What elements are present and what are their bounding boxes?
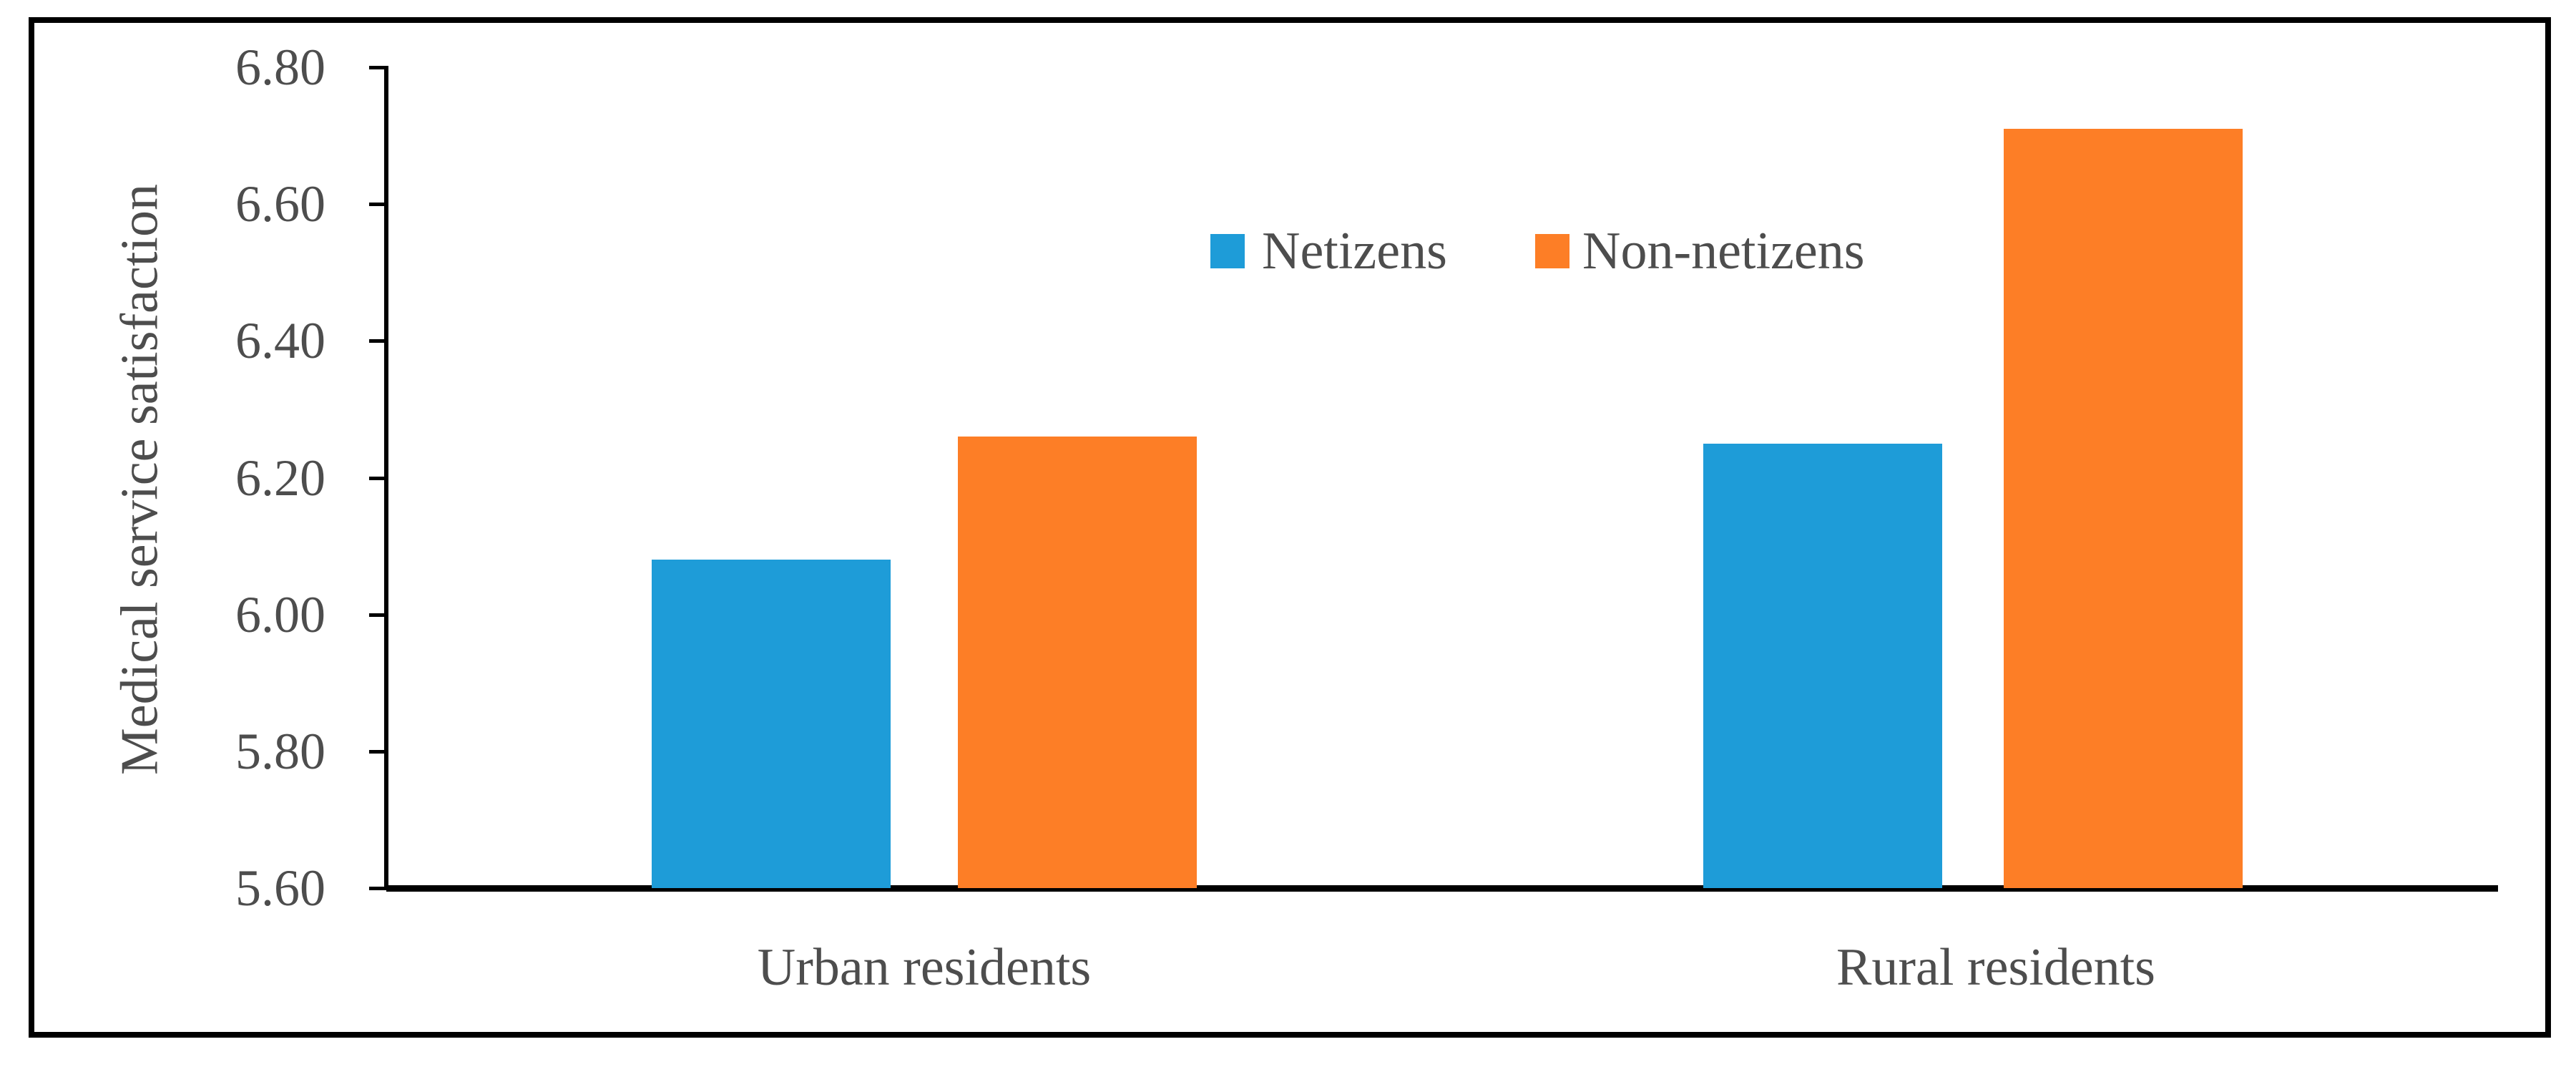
y-axis-tick-mark xyxy=(369,749,388,754)
y-axis-tick-label: 5.80 xyxy=(235,722,325,780)
y-axis-tick-label: 6.40 xyxy=(235,312,325,370)
x-axis-label-rural-residents: Rural residents xyxy=(1836,938,2155,997)
legend-label-netizens: Netizens xyxy=(1262,222,1447,281)
chart-border xyxy=(29,17,2551,1038)
y-axis-tick-mark xyxy=(369,887,388,890)
bar-non-netizens-rural-residents xyxy=(2004,129,2243,888)
x-axis-label-urban-residents: Urban residents xyxy=(757,938,1092,997)
x-axis-line xyxy=(386,885,2498,892)
y-axis-tick-mark xyxy=(369,476,388,480)
y-axis-tick-mark xyxy=(369,613,388,617)
bar-non-netizens-urban-residents xyxy=(958,437,1197,888)
y-axis-tick-mark xyxy=(369,203,388,207)
legend-label-non-netizens: Non-netizens xyxy=(1582,222,1865,281)
legend-swatch-non-netizens xyxy=(1535,234,1569,268)
bar-netizens-rural-residents xyxy=(1703,443,1942,888)
legend-swatch-netizens xyxy=(1210,234,1245,268)
bar-netizens-urban-residents xyxy=(652,560,891,888)
y-axis-tick-label: 5.60 xyxy=(235,859,325,917)
y-axis-tick-mark xyxy=(369,339,388,343)
y-axis-tick-label: 6.00 xyxy=(235,585,325,643)
y-axis-tick-label: 6.60 xyxy=(235,175,325,233)
y-axis-tick-label: 6.80 xyxy=(235,39,325,96)
y-axis-tick-mark xyxy=(369,66,388,69)
y-axis-tick-label: 6.20 xyxy=(235,449,325,507)
